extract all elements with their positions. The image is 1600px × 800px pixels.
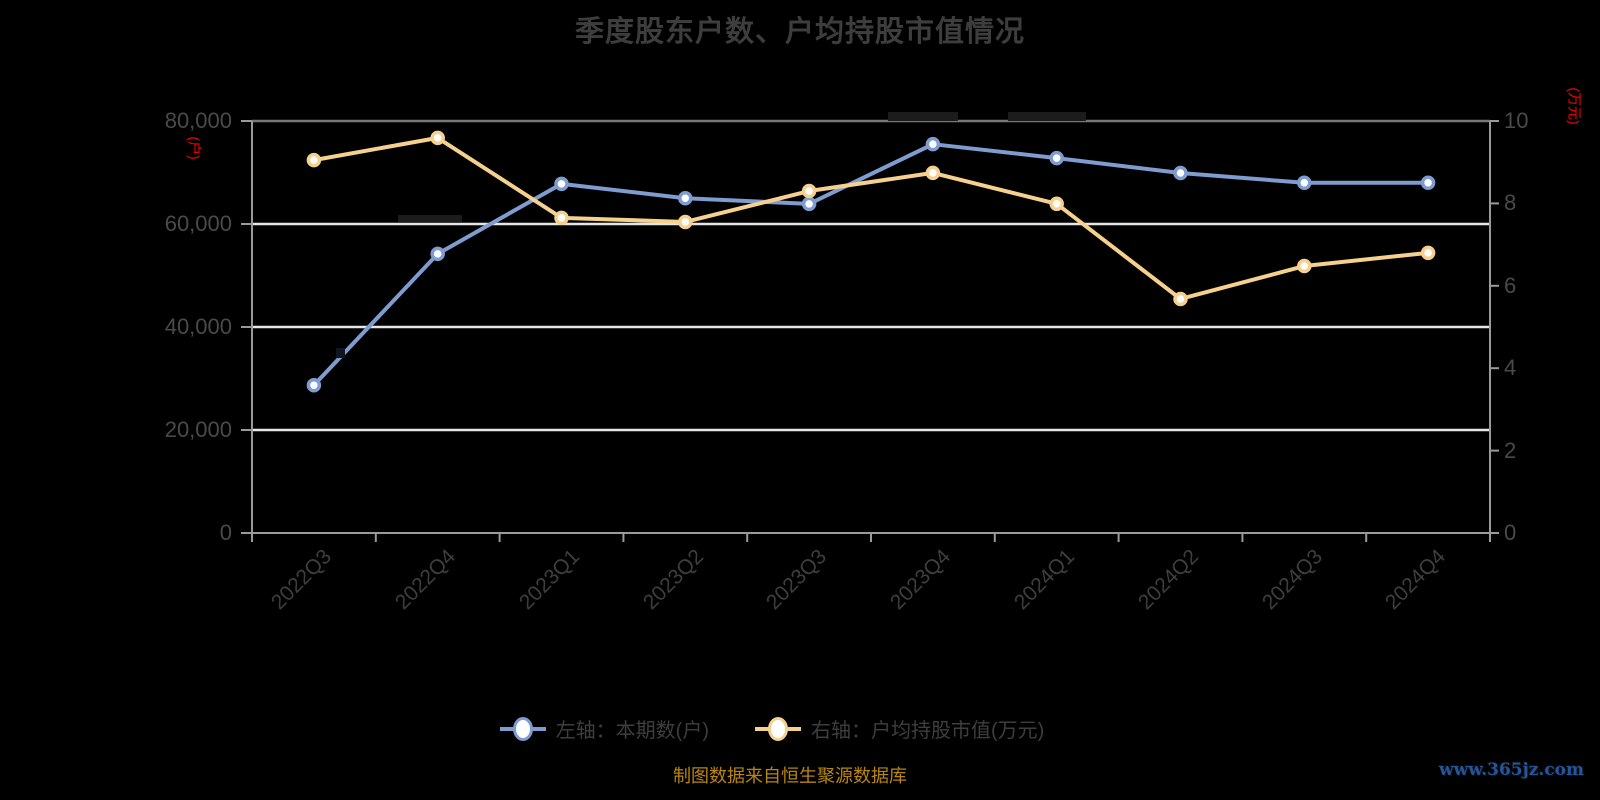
legend-label-right-series: 右轴：户均持股市值(万元) [811, 720, 1045, 742]
data-point-marker[interactable] [306, 377, 322, 393]
data-point-marker[interactable] [1420, 245, 1436, 261]
legend-marker-blue-icon [499, 715, 546, 742]
data-point-marker[interactable] [1173, 291, 1188, 307]
legend: 左轴：本期数(户) 右轴：户均持股市值(万元) [0, 714, 1572, 743]
chart-title: 季度股东户数、户均持股市值情况 [574, 16, 1025, 48]
render-artifact [336, 348, 345, 358]
series-line-blue[interactable] [312, 142, 1429, 387]
left-axis-tick-label: 80,000 [164, 108, 232, 133]
data-point-marker[interactable] [925, 165, 941, 181]
render-artifact [1008, 112, 1086, 121]
left-axis-tick-label: 40,000 [164, 314, 232, 339]
right-axis-tick-label: 10 [1504, 108, 1529, 133]
legend-label-left-series: 左轴：本期数(户) [555, 720, 709, 742]
render-artifact [398, 215, 462, 222]
data-source-note: 制图数据来自恒生聚源数据库 [673, 766, 907, 786]
data-point-marker[interactable] [1297, 258, 1312, 274]
right-axis-tick-label: 6 [1504, 272, 1517, 298]
right-axis-unit-label: (万元) [1566, 87, 1583, 125]
render-artifact [888, 112, 958, 121]
right-axis-tick-label: 4 [1504, 355, 1517, 381]
right-axis-tick-label: 2 [1504, 437, 1517, 463]
right-axis-tick-label: 8 [1504, 190, 1517, 216]
data-point-marker[interactable] [678, 214, 693, 230]
data-point-marker[interactable] [678, 191, 693, 206]
data-point-marker[interactable] [430, 130, 445, 146]
data-point-marker[interactable] [306, 152, 322, 168]
data-point-marker[interactable] [925, 136, 941, 152]
legend-item-avg-holding[interactable]: 右轴：户均持股市值(万元) [755, 714, 1044, 743]
legend-marker-yellow-icon [755, 715, 801, 742]
data-point-marker[interactable] [1297, 175, 1312, 191]
data-point-marker[interactable] [1049, 150, 1064, 166]
data-point-marker[interactable] [1049, 196, 1064, 212]
watermark: www.365jz.com [1439, 760, 1584, 780]
left-axis-unit-label: (户) [186, 136, 203, 160]
data-point-marker[interactable] [801, 196, 817, 212]
left-axis-tick-label: 20,000 [164, 417, 232, 442]
left-axis-tick-label: 60,000 [164, 211, 232, 236]
left-axis-tick-label: 0 [219, 520, 232, 545]
series-line-yellow[interactable] [313, 135, 1429, 301]
data-point-marker[interactable] [1420, 175, 1436, 191]
data-point-marker[interactable] [554, 176, 569, 192]
data-point-marker[interactable] [430, 246, 445, 262]
data-point-marker[interactable] [1173, 165, 1188, 181]
right-axis-tick-label: 0 [1504, 520, 1517, 545]
data-point-marker[interactable] [801, 183, 817, 199]
legend-item-shareholders[interactable]: 左轴：本期数(户) [499, 714, 709, 743]
data-point-marker[interactable] [554, 210, 569, 226]
